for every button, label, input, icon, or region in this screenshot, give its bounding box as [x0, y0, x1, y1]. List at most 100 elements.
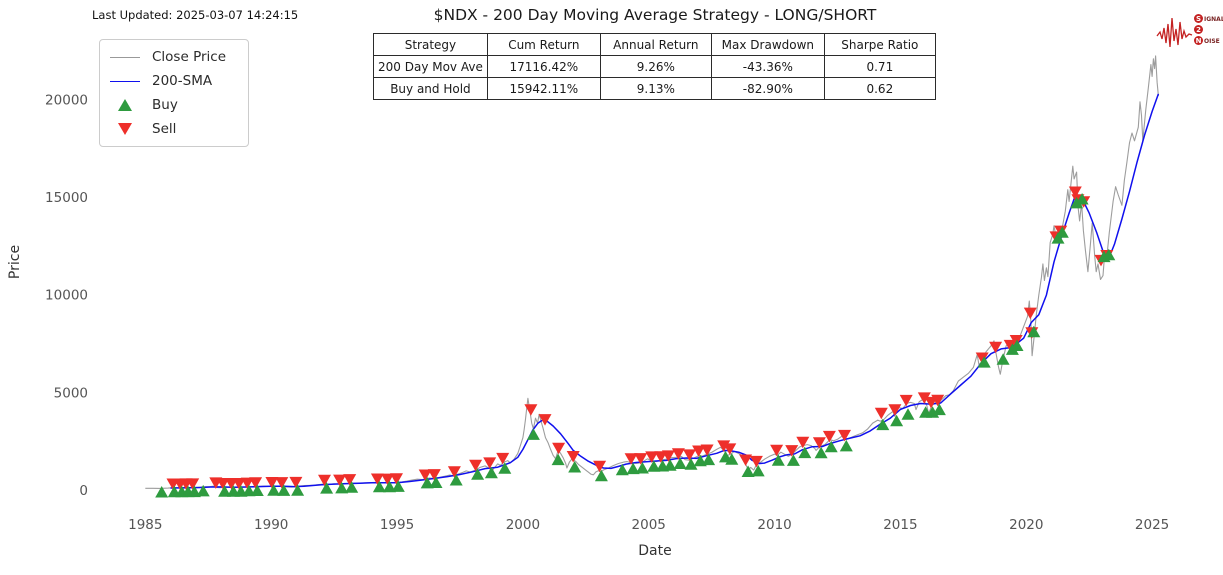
y-tick-label: 5000 — [54, 385, 88, 401]
sell-marker — [1023, 307, 1037, 320]
buy-marker — [471, 468, 485, 480]
buy-marker — [250, 484, 264, 496]
x-tick-label: 1985 — [128, 517, 162, 533]
sma-line-icon — [108, 80, 142, 82]
buy-marker — [1070, 196, 1084, 209]
buy-marker — [429, 476, 443, 488]
sell-marker — [661, 450, 675, 462]
sell-marker — [717, 440, 731, 452]
sell-marker — [739, 454, 753, 466]
sell-marker — [645, 451, 659, 463]
buy-marker — [335, 481, 349, 494]
logo-badge-s — [1194, 14, 1203, 23]
logo-word-top: IGNAL — [1204, 16, 1223, 23]
sell-marker — [496, 452, 510, 465]
sell-marker — [593, 460, 607, 473]
sell-marker — [1068, 186, 1082, 198]
legend-item-buy: Buy — [108, 93, 240, 117]
cell-annual-return: 9.13% — [599, 77, 712, 100]
sell-marker — [232, 478, 246, 490]
buy-marker — [420, 476, 434, 489]
sell-marker — [770, 444, 784, 457]
legend-item-close-price: Close Price — [108, 45, 240, 69]
sell-marker — [186, 478, 200, 490]
buy-marker — [291, 484, 305, 496]
sell-marker — [683, 449, 696, 461]
sell-marker — [289, 476, 303, 489]
sell-marker — [989, 341, 1003, 354]
sell-marker — [671, 448, 685, 460]
legend-item-sma: 200-SMA — [108, 69, 240, 93]
waveform-icon — [1156, 17, 1193, 48]
sell-marker — [427, 469, 441, 481]
buy-marker — [673, 457, 687, 469]
sell-marker — [700, 444, 714, 456]
sell-marker — [240, 477, 254, 490]
buy-marker — [526, 428, 540, 440]
buy-marker — [277, 484, 291, 496]
last-updated-text: Last Updated: 2025-03-07 14:24:15 — [92, 8, 299, 22]
sell-marker — [275, 477, 289, 489]
sell-marker — [634, 453, 648, 465]
col-header-cum-return: Cum Return — [486, 33, 601, 56]
sell-marker — [796, 436, 810, 449]
buy-marker — [196, 484, 210, 497]
y-tick-label: 10000 — [45, 288, 88, 304]
x-axis-title: Date — [638, 543, 672, 559]
sell-marker — [723, 443, 737, 455]
buy-marker — [814, 446, 828, 459]
x-tick-label: 2025 — [1135, 517, 1169, 533]
buy-marker — [1075, 193, 1089, 205]
sell-marker — [249, 477, 263, 489]
buy-marker — [484, 466, 498, 479]
sell-marker — [566, 451, 580, 463]
buy-marker — [839, 439, 853, 452]
table-row: 200 Day Mov Ave 17116.42% 9.26% -43.36% … — [373, 55, 936, 78]
x-tick-label: 1990 — [254, 517, 288, 533]
chart-legend: Close Price 200-SMA Buy Sell — [99, 39, 249, 147]
sell-marker — [265, 477, 279, 489]
sell-marker — [447, 466, 461, 478]
legend-label: 200-SMA — [152, 73, 213, 89]
buy-marker — [449, 474, 463, 486]
col-header-max-drawdown: Max Drawdown — [710, 33, 825, 56]
logo-word-bottom: OISE — [1204, 38, 1220, 45]
legend-label: Sell — [152, 121, 177, 137]
sell-marker — [390, 473, 403, 485]
sell-marker — [692, 445, 706, 457]
x-tick-label: 1995 — [380, 517, 414, 533]
sell-marker — [370, 473, 384, 485]
x-tick-label: 2020 — [1009, 517, 1043, 533]
x-tick-label: 2010 — [757, 517, 791, 533]
logo-badge-2-char: 2 — [1196, 26, 1201, 34]
cell-max-drawdown: -82.90% — [710, 77, 825, 100]
buy-marker — [1055, 226, 1069, 238]
buy-marker — [996, 353, 1010, 365]
sell-marker — [381, 473, 394, 486]
x-tick-label: 2005 — [632, 517, 666, 533]
buy-marker — [798, 446, 812, 459]
buy-marker — [1051, 232, 1065, 244]
buy-marker — [702, 453, 716, 466]
buy-marker — [242, 484, 256, 497]
buy-marker — [635, 462, 649, 474]
col-header-annual-return: Annual Return — [599, 33, 712, 56]
buy-marker — [320, 482, 334, 494]
col-header-strategy: Strategy — [373, 33, 488, 56]
legend-item-sell: Sell — [108, 117, 240, 141]
sell-marker — [216, 478, 230, 490]
logo-badge-2 — [1194, 25, 1203, 34]
buy-marker — [626, 462, 640, 475]
buy-marker — [391, 480, 405, 492]
sell-marker — [888, 404, 902, 416]
buy-marker — [751, 464, 765, 477]
sell-marker — [318, 474, 331, 487]
buy-marker — [663, 459, 677, 471]
buy-marker — [890, 414, 904, 427]
sell-marker — [552, 442, 566, 455]
close-price-line — [145, 55, 1159, 489]
sell-marker — [524, 404, 538, 416]
table-header-row: Strategy Cum Return Annual Return Max Dr… — [373, 33, 936, 56]
x-tick-label: 2000 — [506, 517, 540, 533]
